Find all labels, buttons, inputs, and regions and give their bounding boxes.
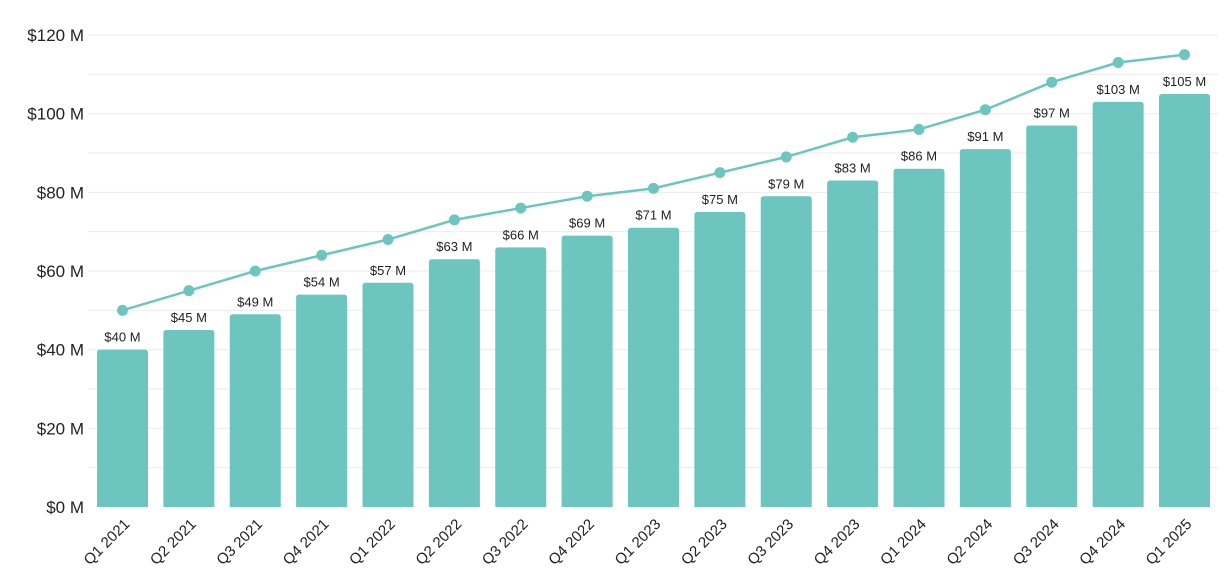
bar-data-label: $105 M: [1163, 74, 1206, 89]
bar-data-label: $40 M: [104, 330, 140, 345]
x-tick-label: Q1 2024: [877, 516, 930, 569]
bar-data-label: $71 M: [635, 208, 671, 223]
bar: [296, 294, 348, 507]
bar-data-labels: $40 M $45 M $49 M $54 M $57 M $63 M $66 M $69 M…: [104, 74, 1206, 345]
bar: [362, 282, 414, 507]
bar: [428, 259, 480, 507]
bar: [1159, 94, 1210, 507]
bar-data-label: $86 M: [901, 149, 937, 164]
bar: [628, 227, 679, 507]
bar-data-label: $54 M: [304, 275, 340, 290]
bar: [97, 349, 148, 507]
x-axis: Q1 2021 Q2 2021 Q3 2021 Q4 2021 Q1 2022 Q2 20…: [81, 516, 1196, 569]
bar-data-label: $45 M: [171, 310, 207, 325]
x-tick-label: Q1 2021: [81, 516, 134, 569]
x-tick-label: Q4 2022: [545, 516, 598, 569]
line-point: [913, 123, 925, 135]
line-point: [714, 167, 726, 179]
y-tick-label: $0 M: [46, 498, 84, 517]
bar-data-label: $69 M: [569, 216, 605, 231]
bar: [1092, 101, 1144, 507]
y-tick-label: $40 M: [37, 341, 84, 360]
bar-data-label: $49 M: [237, 294, 273, 309]
line-point: [1046, 76, 1058, 88]
y-tick-label: $20 M: [37, 419, 84, 438]
bar-data-label: $75 M: [702, 192, 738, 207]
bar: [827, 180, 879, 508]
y-tick-label: $60 M: [37, 262, 84, 281]
bar-data-label: $103 M: [1096, 82, 1139, 97]
x-tick-label: Q3 2024: [1010, 516, 1063, 569]
line-point: [1112, 57, 1124, 69]
bar: [694, 212, 746, 507]
line-point: [1179, 49, 1190, 61]
line-point: [117, 304, 128, 316]
bar-data-label: $66 M: [503, 227, 539, 242]
x-tick-label: Q4 2021: [280, 516, 333, 569]
bars: [97, 94, 1210, 508]
bar: [893, 168, 945, 507]
bar-data-label: $97 M: [1034, 105, 1070, 120]
bar-data-label: $91 M: [967, 129, 1003, 144]
line-point: [249, 265, 261, 277]
x-tick-label: Q2 2022: [412, 516, 465, 569]
x-tick-label: Q4 2024: [1076, 516, 1129, 569]
bar: [495, 247, 547, 507]
x-tick-label: Q3 2022: [479, 516, 532, 569]
y-tick-label: $120 M: [27, 26, 84, 45]
x-tick-label: Q4 2023: [811, 516, 864, 569]
x-tick-label: Q1 2023: [612, 516, 665, 569]
y-tick-label: $100 M: [27, 105, 84, 124]
bar-data-label: $79 M: [768, 176, 804, 191]
line-point: [183, 285, 195, 297]
bar-data-label: $63 M: [436, 239, 472, 254]
line-point: [780, 151, 792, 163]
line-point: [847, 131, 859, 143]
bar-data-label: $57 M: [370, 263, 406, 278]
bar: [229, 314, 281, 507]
line-point: [448, 214, 460, 226]
x-tick-label: Q1 2025: [1143, 516, 1196, 569]
x-tick-label: Q1 2022: [346, 516, 399, 569]
x-tick-label: Q2 2023: [678, 516, 731, 569]
bar: [1026, 125, 1078, 507]
line-point: [648, 182, 659, 194]
bar: [163, 330, 215, 507]
y-tick-label: $80 M: [37, 183, 84, 202]
bar: [561, 235, 613, 507]
line-point: [382, 234, 394, 246]
x-tick-label: Q3 2021: [213, 516, 266, 569]
bar-data-label: $83 M: [835, 161, 871, 176]
x-tick-label: Q2 2021: [147, 516, 200, 569]
x-tick-label: Q2 2024: [943, 516, 996, 569]
line-series: [117, 49, 1190, 316]
line-point: [316, 249, 328, 261]
x-tick-label: Q3 2023: [744, 516, 797, 569]
bar: [959, 149, 1011, 508]
line-point: [515, 202, 527, 214]
y-axis: $0 M $20 M $40 M $60 M $80 M $100 M $120 M: [27, 26, 84, 517]
bar: [760, 196, 812, 507]
line-point: [581, 190, 593, 202]
line-point: [979, 104, 991, 116]
